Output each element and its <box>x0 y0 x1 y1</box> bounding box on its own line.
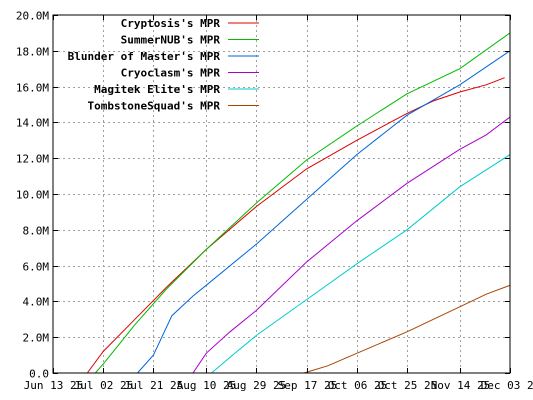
grid-lines <box>53 15 510 373</box>
y-tick-label: 0.0 <box>29 368 49 381</box>
y-tick-label: 2.0M <box>23 332 50 345</box>
legend-label-5: TombstoneSquad's MPR <box>88 100 221 113</box>
y-tick-label: 18.0M <box>16 46 49 59</box>
series-line-0 <box>86 77 505 374</box>
x-tick-label: Oct 25 25 <box>378 379 438 392</box>
y-tick-label: 20.0M <box>16 10 49 23</box>
x-tick-label: Jun 13 25 <box>24 379 84 392</box>
series-lines <box>86 32 511 374</box>
legend: Cryptosis's MPR SummerNUB's MPR Blunder of… <box>68 17 259 113</box>
legend-label-4: Magitek Elite's MPR <box>94 83 220 96</box>
y-tick-label: 4.0M <box>23 296 50 309</box>
y-tick-label: 6.0M <box>23 261 50 274</box>
series-line-2 <box>137 50 511 374</box>
legend-label-0: Cryptosis's MPR <box>121 17 221 30</box>
x-tick-label: Nov 14 25 <box>431 379 491 392</box>
x-tick-label: Jul 21 25 <box>124 379 184 392</box>
x-tick-label: Dec 03 25 <box>481 379 533 392</box>
y-tick-label: 12.0M <box>16 153 49 166</box>
x-tick-label: Aug 10 25 <box>177 379 237 392</box>
y-tick-label: 10.0M <box>16 189 49 202</box>
series-line-5 <box>303 284 511 374</box>
legend-label-1: SummerNUB's MPR <box>121 34 221 47</box>
series-line-3 <box>192 116 511 374</box>
series-line-4 <box>211 154 511 374</box>
series-line-1 <box>94 32 511 374</box>
legend-label-3: Cryoclasm's MPR <box>121 67 221 80</box>
x-tick-label: Sep 17 25 <box>278 379 338 392</box>
y-tick-label: 16.0M <box>16 82 49 95</box>
x-tick-label: Jul 02 25 <box>74 379 134 392</box>
x-tick-label: Aug 29 25 <box>227 379 287 392</box>
y-tick-label: 14.0M <box>16 117 49 130</box>
axis-ticks: 0.0 2.0M 4.0M 6.0M 8.0M 10.0M 12.0M 14.0M 16.0M 1… <box>16 10 533 393</box>
y-tick-label: 8.0M <box>23 225 50 238</box>
legend-label-2: Blunder of Master's MPR <box>68 50 221 63</box>
x-tick-label: Oct 06 25 <box>328 379 388 392</box>
